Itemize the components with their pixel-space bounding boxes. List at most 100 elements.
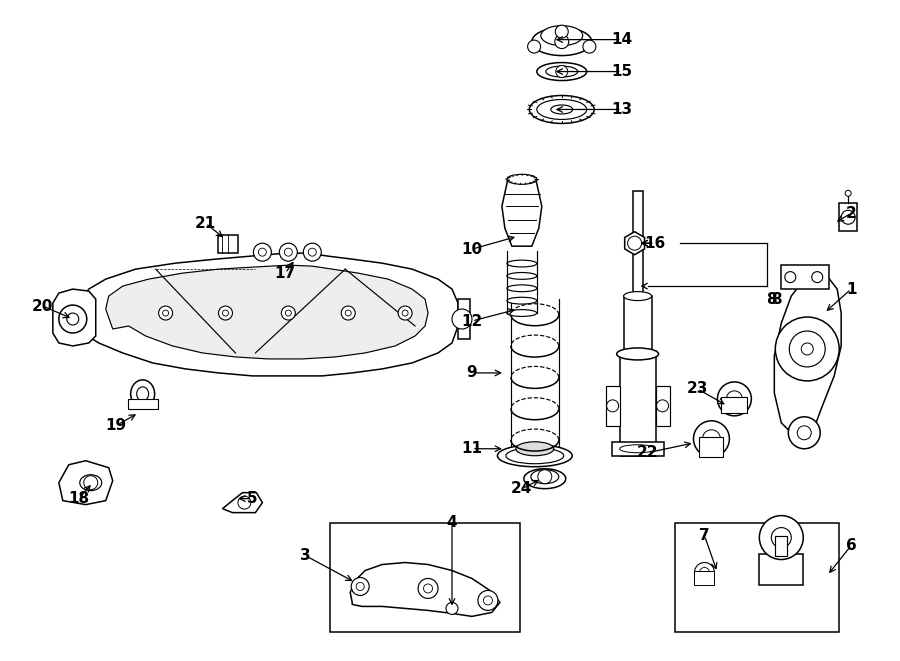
Circle shape	[694, 421, 729, 457]
Bar	[655, 386, 670, 426]
Text: 20: 20	[32, 299, 53, 313]
Bar	[624, 296, 652, 351]
Circle shape	[452, 309, 472, 329]
Text: 23: 23	[687, 381, 708, 397]
Circle shape	[351, 578, 369, 596]
Bar	[781, 265, 829, 289]
Circle shape	[845, 190, 851, 196]
Text: 19: 19	[105, 418, 126, 434]
Circle shape	[254, 243, 272, 261]
Circle shape	[309, 248, 316, 256]
Circle shape	[703, 430, 720, 447]
Text: 1: 1	[846, 282, 857, 297]
Polygon shape	[105, 265, 428, 359]
Circle shape	[219, 306, 232, 320]
Bar	[606, 386, 619, 426]
Bar	[330, 523, 520, 633]
Bar	[722, 397, 747, 413]
Polygon shape	[58, 461, 112, 504]
Circle shape	[717, 382, 752, 416]
Circle shape	[356, 582, 365, 590]
Circle shape	[222, 310, 229, 316]
Bar	[674, 523, 839, 633]
Circle shape	[607, 400, 618, 412]
Ellipse shape	[532, 28, 591, 56]
Circle shape	[446, 602, 458, 615]
Circle shape	[284, 248, 292, 256]
Bar	[839, 204, 857, 231]
Circle shape	[538, 470, 552, 484]
Ellipse shape	[80, 475, 102, 490]
Circle shape	[789, 331, 825, 367]
Text: 4: 4	[446, 515, 457, 530]
Polygon shape	[502, 179, 542, 246]
Text: 16: 16	[644, 236, 665, 251]
Ellipse shape	[507, 175, 536, 184]
Circle shape	[285, 310, 292, 316]
Circle shape	[555, 25, 568, 38]
Circle shape	[418, 578, 438, 598]
Ellipse shape	[516, 442, 554, 455]
Circle shape	[788, 417, 820, 449]
Text: 2: 2	[846, 206, 857, 221]
Ellipse shape	[130, 380, 155, 408]
Polygon shape	[79, 253, 458, 376]
Circle shape	[801, 343, 814, 355]
Circle shape	[341, 306, 356, 320]
Text: 14: 14	[611, 32, 632, 47]
Text: 22: 22	[637, 446, 658, 460]
Ellipse shape	[507, 285, 536, 292]
Ellipse shape	[507, 297, 536, 304]
Text: 15: 15	[611, 64, 632, 79]
Text: 8: 8	[766, 292, 777, 307]
Polygon shape	[222, 492, 263, 513]
Ellipse shape	[507, 260, 536, 267]
Bar	[775, 535, 788, 555]
Circle shape	[812, 272, 823, 283]
Circle shape	[583, 40, 596, 53]
Circle shape	[775, 317, 839, 381]
Ellipse shape	[551, 105, 572, 114]
Ellipse shape	[536, 100, 587, 120]
Polygon shape	[350, 563, 500, 617]
Circle shape	[282, 306, 295, 320]
Ellipse shape	[619, 445, 655, 453]
Bar	[760, 553, 804, 586]
Bar	[128, 399, 158, 409]
Circle shape	[760, 516, 804, 559]
Ellipse shape	[529, 95, 594, 124]
Text: 9: 9	[466, 366, 477, 381]
Circle shape	[797, 426, 811, 440]
Circle shape	[402, 310, 408, 316]
Text: 8: 8	[771, 292, 782, 307]
Bar	[699, 437, 724, 457]
Circle shape	[424, 584, 433, 593]
Text: 18: 18	[68, 491, 89, 506]
Circle shape	[785, 272, 796, 283]
Text: 6: 6	[846, 538, 857, 553]
Bar	[695, 572, 715, 586]
Circle shape	[699, 568, 709, 578]
Bar	[619, 351, 655, 455]
Bar	[73, 299, 85, 339]
Bar	[458, 299, 470, 339]
Text: 17: 17	[274, 266, 296, 281]
Bar	[633, 191, 643, 296]
Text: 10: 10	[462, 242, 482, 256]
Text: 13: 13	[611, 102, 632, 117]
Ellipse shape	[524, 469, 566, 488]
Circle shape	[84, 476, 98, 490]
Text: 5: 5	[248, 491, 257, 506]
Polygon shape	[53, 289, 95, 346]
Circle shape	[556, 65, 568, 77]
Circle shape	[303, 243, 321, 261]
Text: 3: 3	[300, 548, 310, 563]
Circle shape	[158, 306, 173, 320]
Circle shape	[398, 306, 412, 320]
Ellipse shape	[624, 292, 652, 301]
Ellipse shape	[545, 66, 578, 77]
Ellipse shape	[507, 272, 536, 280]
Circle shape	[258, 248, 266, 256]
Polygon shape	[625, 232, 644, 254]
Circle shape	[58, 305, 86, 333]
